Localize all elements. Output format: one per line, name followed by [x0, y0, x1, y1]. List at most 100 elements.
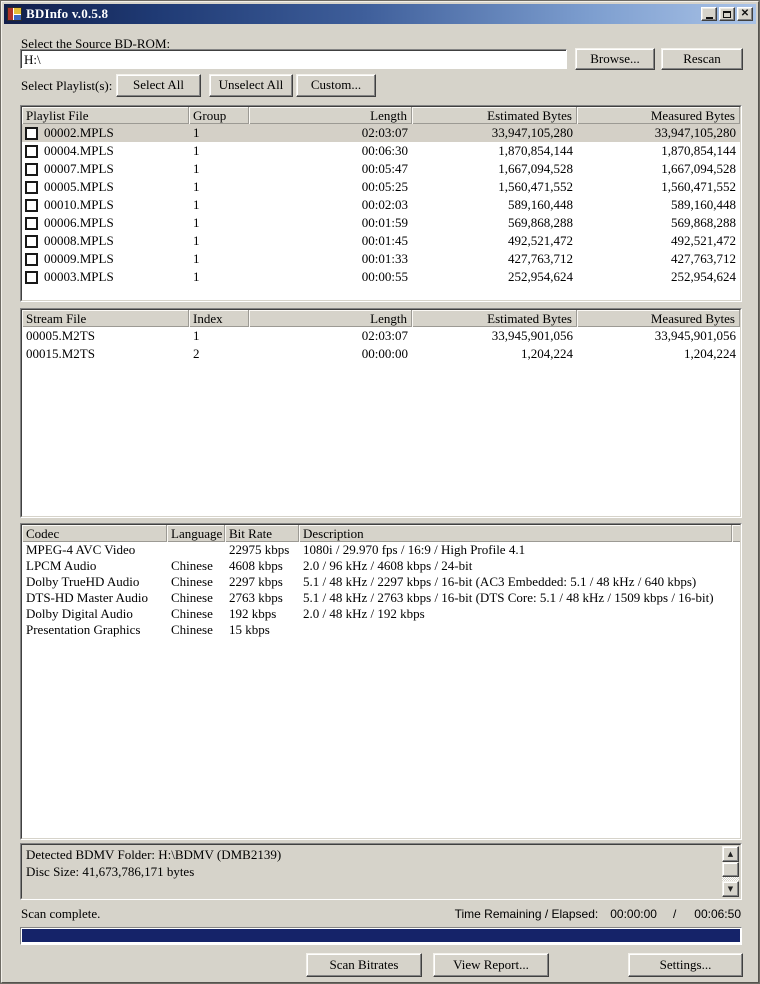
table-row[interactable]: 00007.MPLS 1 00:05:47 1,667,094,528 1,66… — [22, 160, 740, 178]
table-row[interactable]: 00015.M2TS 2 00:00:00 1,204,224 1,204,22… — [22, 345, 740, 363]
table-row[interactable]: 00008.MPLS 1 00:01:45 492,521,472 492,52… — [22, 232, 740, 250]
codec-cell: DTS-HD Master Audio — [26, 590, 149, 605]
length-cell: 00:05:25 — [361, 179, 408, 194]
col-estimated-bytes[interactable]: Estimated Bytes — [412, 107, 577, 124]
codec-cell: LPCM Audio — [26, 558, 97, 573]
measured-cell: 589,160,448 — [671, 197, 736, 212]
codec-table: Codec Language Bit Rate Description MPEG… — [20, 523, 742, 840]
estimated-cell: 1,870,854,144 — [498, 143, 573, 158]
col-stream-file[interactable]: Stream File — [22, 310, 189, 327]
table-row[interactable]: Dolby Digital Audio Chinese 192 kbps 2.0… — [22, 606, 740, 622]
scroll-down-icon: ▼ — [727, 885, 734, 893]
view-report-button[interactable]: View Report... — [433, 953, 549, 977]
table-row[interactable]: Presentation Graphics Chinese 15 kbps — [22, 622, 740, 638]
row-checkbox[interactable] — [25, 252, 38, 266]
table-row[interactable]: 00005.MPLS 1 00:05:25 1,560,471,552 1,56… — [22, 178, 740, 196]
col-language[interactable]: Language — [167, 525, 225, 542]
language-cell: Chinese — [171, 590, 213, 605]
row-checkbox[interactable] — [25, 216, 38, 230]
estimated-cell: 492,521,472 — [508, 233, 573, 248]
row-checkbox[interactable] — [25, 180, 38, 194]
scrollbar-thumb[interactable] — [722, 862, 739, 877]
col-bit-rate[interactable]: Bit Rate — [225, 525, 299, 542]
description-cell: 5.1 / 48 kHz / 2297 kbps / 16-bit (AC3 E… — [303, 574, 697, 589]
codec-table-header: Codec Language Bit Rate Description — [22, 525, 740, 542]
bitrate-cell: 2297 kbps — [229, 574, 283, 589]
stream-table: Stream File Index Length Estimated Bytes… — [20, 308, 742, 518]
minimize-button[interactable] — [701, 7, 717, 21]
col-measured-bytes[interactable]: Measured Bytes — [577, 310, 740, 327]
playlist-file: 00007.MPLS — [44, 161, 114, 176]
col-codec[interactable]: Codec — [22, 525, 167, 542]
row-checkbox[interactable] — [25, 270, 38, 284]
estimated-cell: 33,945,901,056 — [491, 328, 573, 343]
measured-cell: 427,763,712 — [671, 251, 736, 266]
group-cell: 1 — [193, 215, 200, 230]
col-description[interactable]: Description — [299, 525, 732, 542]
browse-button[interactable]: Browse... — [575, 48, 655, 70]
table-row[interactable]: 00009.MPLS 1 00:01:33 427,763,712 427,76… — [22, 250, 740, 268]
time-elapsed-value: 00:06:50 — [694, 907, 741, 921]
source-path-input[interactable]: H:\ — [20, 49, 567, 69]
stream-file: 00005.M2TS — [26, 328, 95, 343]
col-estimated-bytes[interactable]: Estimated Bytes — [412, 310, 577, 327]
status-message: Scan complete. — [21, 906, 101, 921]
maximize-icon — [723, 10, 731, 18]
table-row[interactable]: 00003.MPLS 1 00:00:55 252,954,624 252,95… — [22, 268, 740, 286]
select-all-button[interactable]: Select All — [116, 74, 201, 97]
language-cell: Chinese — [171, 574, 213, 589]
playlist-select-label: Select Playlist(s): — [21, 78, 113, 93]
language-cell: Chinese — [171, 558, 213, 573]
description-cell: 1080i / 29.970 fps / 16:9 / High Profile… — [303, 542, 526, 557]
group-cell: 1 — [193, 197, 200, 212]
table-row[interactable]: 00004.MPLS 1 00:06:30 1,870,854,144 1,87… — [22, 142, 740, 160]
detected-folder-text: Detected BDMV Folder: H:\BDMV (DMB2139) — [26, 847, 282, 862]
table-row[interactable]: 00005.M2TS 1 02:03:07 33,945,901,056 33,… — [22, 327, 740, 345]
unselect-all-button[interactable]: Unselect All — [209, 74, 293, 97]
source-label: Select the Source BD-ROM: — [21, 36, 171, 51]
info-scrollbar[interactable]: ▲ ▼ — [722, 846, 739, 897]
col-index[interactable]: Index — [189, 310, 249, 327]
time-label: Time Remaining / Elapsed: — [454, 907, 599, 921]
settings-button[interactable]: Settings... — [628, 953, 743, 977]
table-row[interactable]: 00002.MPLS 1 02:03:07 33,947,105,280 33,… — [22, 124, 740, 142]
col-length[interactable]: Length — [249, 107, 412, 124]
col-group[interactable]: Group — [189, 107, 249, 124]
table-row[interactable]: DTS-HD Master Audio Chinese 2763 kbps 5.… — [22, 590, 740, 606]
col-spacer — [732, 525, 740, 542]
length-cell: 00:02:03 — [361, 197, 408, 212]
bitrate-cell: 4608 kbps — [229, 558, 283, 573]
table-row[interactable]: Dolby TrueHD Audio Chinese 2297 kbps 5.1… — [22, 574, 740, 590]
length-cell: 00:00:55 — [361, 269, 408, 284]
estimated-cell: 589,160,448 — [508, 197, 573, 212]
scroll-up-button[interactable]: ▲ — [722, 846, 739, 862]
maximize-button[interactable] — [719, 7, 735, 21]
app-icon[interactable] — [7, 7, 22, 21]
row-checkbox[interactable] — [25, 162, 38, 176]
custom-button[interactable]: Custom... — [296, 74, 376, 97]
row-checkbox[interactable] — [25, 234, 38, 248]
table-row[interactable]: LPCM Audio Chinese 4608 kbps 2.0 / 96 kH… — [22, 558, 740, 574]
table-row[interactable]: 00006.MPLS 1 00:01:59 569,868,288 569,86… — [22, 214, 740, 232]
col-playlist-file[interactable]: Playlist File — [22, 107, 189, 124]
scroll-up-icon: ▲ — [727, 850, 734, 858]
table-row[interactable]: MPEG-4 AVC Video 22975 kbps 1080i / 29.9… — [22, 542, 740, 558]
playlist-table-header: Playlist File Group Length Estimated Byt… — [22, 107, 740, 124]
row-checkbox[interactable] — [25, 126, 38, 140]
col-length[interactable]: Length — [249, 310, 412, 327]
rescan-button[interactable]: Rescan — [661, 48, 743, 70]
row-checkbox[interactable] — [25, 144, 38, 158]
playlist-file: 00004.MPLS — [44, 143, 114, 158]
title-bar[interactable]: BDInfo v.0.5.8 ✕ — [4, 4, 756, 24]
stream-table-header: Stream File Index Length Estimated Bytes… — [22, 310, 740, 327]
col-measured-bytes[interactable]: Measured Bytes — [577, 107, 740, 124]
table-row[interactable]: 00010.MPLS 1 00:02:03 589,160,448 589,16… — [22, 196, 740, 214]
scan-bitrates-button[interactable]: Scan Bitrates — [306, 953, 422, 977]
row-checkbox[interactable] — [25, 198, 38, 212]
scroll-down-button[interactable]: ▼ — [722, 881, 739, 897]
estimated-cell: 1,204,224 — [521, 346, 573, 361]
bitrate-cell: 15 kbps — [229, 622, 270, 637]
playlist-table: Playlist File Group Length Estimated Byt… — [20, 105, 742, 302]
measured-cell: 1,870,854,144 — [661, 143, 736, 158]
close-button[interactable]: ✕ — [737, 7, 753, 21]
